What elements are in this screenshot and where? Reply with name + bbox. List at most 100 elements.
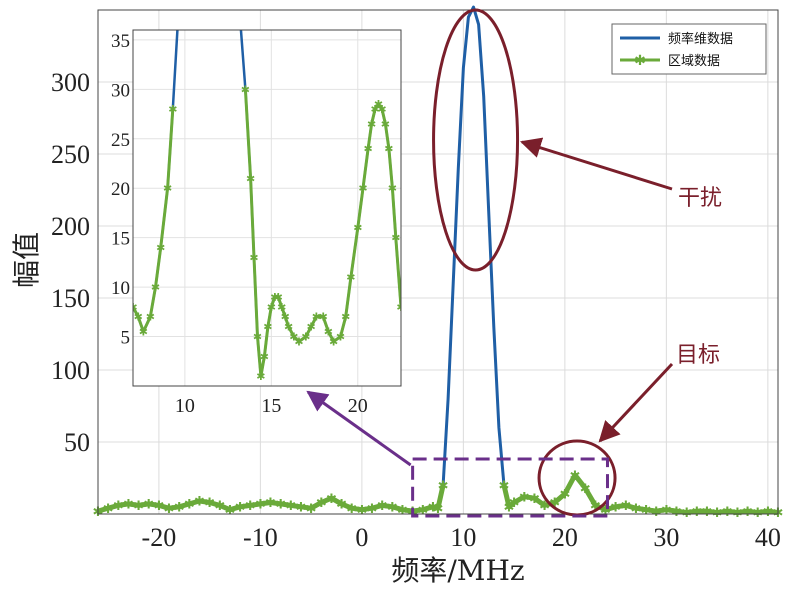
region-data-marker-28: ✱ bbox=[377, 499, 388, 514]
region-data-marker-35: ✱ bbox=[438, 479, 449, 494]
region-data-marker-63: ✱ bbox=[762, 505, 773, 520]
annotation-target: 目标 bbox=[676, 343, 720, 368]
region-data-marker-39: ✱ bbox=[519, 490, 530, 505]
inset-region-data-marker-37: ✱ bbox=[374, 98, 383, 111]
inset-region-data-marker-19: ✱ bbox=[281, 311, 290, 324]
y-axis-label: 幅值 bbox=[10, 232, 43, 288]
inset-region-data-marker-15: ✱ bbox=[267, 301, 276, 314]
region-data-marker-54: ✱ bbox=[671, 505, 682, 520]
region-data-marker-10: ✱ bbox=[194, 495, 205, 510]
region-data-marker-29: ✱ bbox=[387, 501, 398, 516]
region-data-marker-32: ✱ bbox=[417, 503, 428, 518]
region-data-marker-26: ✱ bbox=[356, 503, 367, 518]
legend: 频率维数据 ✱ 区域数据 bbox=[611, 23, 767, 75]
region-data-marker-44: ✱ bbox=[570, 469, 581, 484]
inset-x-tick-label: 10 bbox=[175, 395, 195, 417]
region-data-marker-56: ✱ bbox=[691, 505, 702, 520]
region-data-marker-52: ✱ bbox=[651, 505, 662, 520]
inset-region-data-marker-4: ✱ bbox=[151, 281, 160, 294]
inset-region-data-marker-26: ✱ bbox=[319, 311, 328, 324]
inset-region-data-marker-43: ✱ bbox=[396, 301, 405, 314]
inset-y-tick-label: 20 bbox=[111, 179, 130, 200]
inset-region-data-marker-17: ✱ bbox=[274, 291, 283, 304]
inset-region-data-marker-38: ✱ bbox=[377, 103, 386, 116]
region-data-marker-16: ✱ bbox=[255, 498, 266, 513]
region-data-marker-34: ✱ bbox=[433, 502, 444, 517]
region-data-marker-45: ✱ bbox=[580, 482, 591, 497]
legend-label-series-2: 区域数据 bbox=[668, 54, 720, 69]
region-data-marker-17: ✱ bbox=[265, 496, 276, 511]
inset-region-data-marker-35: ✱ bbox=[367, 118, 376, 131]
x-tick-label: 30 bbox=[653, 523, 679, 552]
annotation-overlays bbox=[306, 8, 674, 518]
region-data-marker-43: ✱ bbox=[559, 488, 570, 503]
region-data-marker-48: ✱ bbox=[610, 501, 621, 516]
inset-y-tick-label: 10 bbox=[111, 278, 130, 299]
region-data-marker-24: ✱ bbox=[336, 498, 347, 513]
inset-y-tick-label: 35 bbox=[111, 31, 130, 52]
region-data-marker-51: ✱ bbox=[641, 503, 652, 518]
legend-label-series-1: 频率维数据 bbox=[668, 31, 733, 47]
x-tick-label: -10 bbox=[243, 523, 278, 552]
region-data-marker-59: ✱ bbox=[722, 505, 733, 520]
inset-region-data-marker-23: ✱ bbox=[301, 331, 310, 344]
x-tick-label: -20 bbox=[142, 523, 177, 552]
inset-series-line-region-data-left bbox=[133, 109, 175, 334]
zoom-inset: 10 15 205101520253035✱✱✱✱✱✱✱✱✱✱✱✱✱✱✱✱✱✱✱✱✱… bbox=[111, 29, 405, 417]
inset-region-data-marker-28: ✱ bbox=[329, 336, 338, 349]
region-data-marker-14: ✱ bbox=[235, 501, 246, 516]
inset-region-data-marker-32: ✱ bbox=[353, 222, 362, 235]
region-data-marker-22: ✱ bbox=[316, 496, 327, 511]
inset-region-data-marker-10: ✱ bbox=[249, 251, 258, 264]
inset-region-data-marker-21: ✱ bbox=[289, 331, 298, 344]
inset-region-data-marker-16: ✱ bbox=[270, 291, 279, 304]
annotation-interference: 干扰 bbox=[678, 186, 722, 211]
x-tick-label: 10 bbox=[450, 523, 476, 552]
interference-arrow bbox=[519, 137, 673, 191]
inset-x-tick-label: 15 bbox=[261, 395, 281, 417]
inset-region-data-marker-29: ✱ bbox=[336, 331, 345, 344]
inset-region-data-marker-36: ✱ bbox=[370, 103, 379, 116]
region-data-marker-11: ✱ bbox=[204, 496, 215, 511]
region-data-marker-46: ✱ bbox=[590, 499, 601, 514]
region-data-marker-9: ✱ bbox=[184, 498, 195, 513]
region-data-marker-15: ✱ bbox=[245, 499, 256, 514]
region-data-marker-41: ✱ bbox=[539, 499, 550, 514]
inset-y-tick-label: 5 bbox=[121, 328, 131, 349]
y-tick-label: 100 bbox=[51, 356, 90, 385]
inset-region-data-marker-25: ✱ bbox=[312, 311, 321, 324]
region-data-marker-38: ✱ bbox=[509, 496, 520, 511]
x-tick-label: 20 bbox=[552, 523, 578, 552]
region-data-marker-5: ✱ bbox=[143, 498, 154, 513]
inset-region-data-marker-31: ✱ bbox=[346, 271, 355, 284]
y-tick-label: 250 bbox=[51, 140, 90, 169]
inset-region-data-marker-27: ✱ bbox=[324, 326, 333, 339]
inset-region-data-marker-8: ✱ bbox=[241, 83, 250, 96]
inset-region-data-marker-12: ✱ bbox=[256, 370, 265, 383]
zoom-arrow bbox=[306, 390, 412, 467]
region-data-marker-36: ✱ bbox=[499, 479, 510, 494]
main-plot-lines: ✱ ✱ ✱ ✱ ✱ ✱ ✱ ✱ ✱ ✱ ✱ ✱ ✱ ✱ ✱ ✱ ✱ ✱ ✱ ✱ ✱ ✱ ✱ ✱ ✱ ✱ ✱ ✱ ✱ ✱ ✱ ✱ ✱ ✱✱✱ ✱✱✱ ✱… bbox=[93, 5, 783, 521]
inset-region-data-marker-5: ✱ bbox=[156, 242, 165, 255]
region-data-marker-20: ✱ bbox=[296, 501, 307, 516]
region-data-marker-1: ✱ bbox=[103, 502, 114, 517]
main-plot-frame bbox=[97, 9, 779, 515]
series-line-region-data-right bbox=[501, 472, 779, 516]
inset-plot-lines: ✱✱✱✱✱✱✱✱✱✱✱✱✱✱✱✱✱✱✱✱✱✱✱✱✱✱✱✱✱✱✱✱✱✱✱✱✱✱✱✱… bbox=[133, 30, 405, 383]
region-data-marker-61: ✱ bbox=[742, 505, 753, 520]
region-data-marker-27: ✱ bbox=[367, 502, 378, 517]
legend-box bbox=[611, 23, 767, 75]
y-tick-label: 200 bbox=[51, 212, 90, 241]
inset-frame bbox=[132, 29, 402, 387]
inset-region-data-marker-41: ✱ bbox=[388, 182, 397, 195]
region-data-marker-7: ✱ bbox=[164, 502, 175, 517]
region-data-marker-21: ✱ bbox=[306, 502, 317, 517]
region-data-marker-13: ✱ bbox=[224, 503, 235, 518]
region-data-marker-33: ✱ bbox=[427, 501, 438, 516]
region-data-marker-47: ✱ bbox=[600, 503, 611, 518]
inset-y-tick-label: 25 bbox=[111, 130, 130, 151]
region-data-marker-8: ✱ bbox=[174, 501, 185, 516]
main-tick-labels: -20 -10 0 10 20 30 40 50 100 150 200 250 300 bbox=[51, 68, 781, 552]
region-data-marker-53: ✱ bbox=[661, 503, 672, 518]
